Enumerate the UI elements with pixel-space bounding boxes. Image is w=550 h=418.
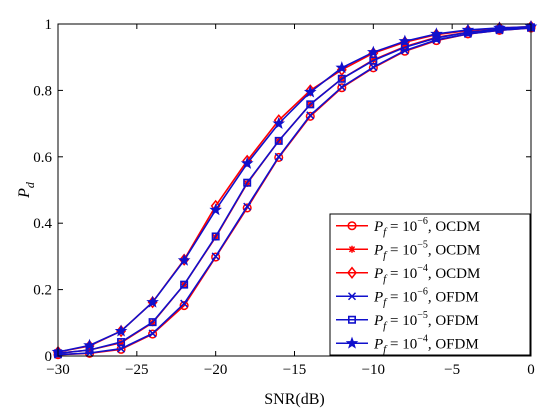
- legend-box: [329, 213, 531, 356]
- data-point: [180, 280, 189, 289]
- legend-entry: Pf = 10−4, OFDM: [336, 333, 479, 355]
- y-label-sub: d: [23, 181, 37, 188]
- data-point: [305, 84, 316, 97]
- legend-label: Pf = 10−5, OCDM: [373, 239, 480, 261]
- data-point: [398, 34, 412, 47]
- data-point: [243, 178, 252, 187]
- data-point: [272, 116, 286, 129]
- series-layer: [51, 20, 538, 360]
- series: [51, 20, 538, 358]
- legend-entry: Pf = 10−6, OCDM: [336, 216, 480, 238]
- data-point: [180, 299, 189, 308]
- y-tick-label: 0.2: [33, 283, 52, 299]
- data-point: [345, 336, 359, 349]
- data-point: [117, 338, 126, 347]
- axes-box: [57, 23, 532, 357]
- data-point: [347, 221, 357, 231]
- legend-label: Pf = 10−5, OFDM: [373, 310, 479, 332]
- data-point: [337, 83, 347, 93]
- data-point: [148, 329, 157, 338]
- data-point: [347, 315, 356, 324]
- data-point: [369, 56, 378, 65]
- x-tick-label: −10: [362, 362, 385, 378]
- data-point: [274, 136, 283, 145]
- data-point: [211, 252, 221, 262]
- x-tick-label: −5: [444, 362, 460, 378]
- axis-ticks: −30 −25 −20 −15 −10 −5 0 0 0.2 0.4 0.6 0.8 1: [33, 17, 535, 378]
- legend-label: Pf = 10−4, OFDM: [373, 333, 479, 355]
- data-point: [274, 152, 284, 163]
- legend-label: Pf = 10−6, OCDM: [373, 216, 480, 238]
- data-point: [493, 21, 506, 34]
- legend-entry: Pf = 10−5, OFDM: [336, 310, 479, 332]
- data-point: [179, 300, 189, 311]
- series-line: [57, 27, 532, 356]
- x-tick-label: −20: [204, 362, 227, 378]
- data-point: [305, 111, 315, 121]
- series-line: [57, 26, 532, 355]
- y-tick-label: 1: [45, 17, 53, 33]
- data-point: [337, 83, 346, 92]
- legend-entry: Pf = 10−5, OCDM: [336, 239, 480, 261]
- data-point: [335, 61, 349, 74]
- data-point: [306, 100, 315, 109]
- series-line: [57, 25, 532, 353]
- data-point: [240, 156, 254, 169]
- data-point: [179, 253, 190, 266]
- axes-frame: [57, 23, 532, 357]
- x-tick-label: −25: [125, 362, 148, 378]
- y-tick-label: 0: [45, 349, 53, 365]
- data-point: [211, 252, 220, 261]
- y-tick-label: 0.4: [33, 216, 52, 232]
- x-tick-label: −15: [283, 362, 306, 378]
- data-point: [177, 253, 191, 266]
- data-point: [148, 318, 157, 327]
- x-tick-label: 0: [527, 362, 535, 378]
- data-point: [274, 152, 283, 161]
- data-point: [337, 74, 346, 83]
- y-tick-label: 0.8: [33, 83, 52, 99]
- x-tick-label: −30: [46, 362, 69, 378]
- y-tick-label: 0.6: [33, 150, 52, 166]
- data-point: [242, 203, 252, 213]
- data-point: [367, 45, 380, 58]
- data-point: [369, 63, 378, 72]
- data-point: [348, 245, 356, 253]
- data-point: [461, 23, 475, 36]
- data-point: [83, 338, 96, 351]
- data-point: [146, 295, 159, 308]
- legend-entry: Pf = 10−4, OCDM: [336, 263, 480, 285]
- data-point: [209, 203, 222, 216]
- x-axis-label: SNR(dB): [264, 391, 324, 408]
- data-point: [306, 111, 315, 120]
- data-point: [211, 232, 220, 241]
- y-label-base: P: [16, 188, 33, 199]
- data-point: [114, 324, 128, 337]
- legend-label: Pf = 10−4, OCDM: [373, 263, 480, 285]
- data-point: [430, 27, 443, 40]
- legend-label: Pf = 10−6, OFDM: [373, 286, 479, 308]
- y-axis-label: Pd: [16, 181, 37, 199]
- data-point: [117, 344, 126, 353]
- data-point: [148, 329, 158, 339]
- legend-entry: Pf = 10−6, OFDM: [336, 286, 479, 308]
- data-point: [243, 202, 252, 211]
- data-point: [347, 292, 357, 301]
- data-point: [347, 266, 357, 279]
- data-point: [303, 85, 317, 98]
